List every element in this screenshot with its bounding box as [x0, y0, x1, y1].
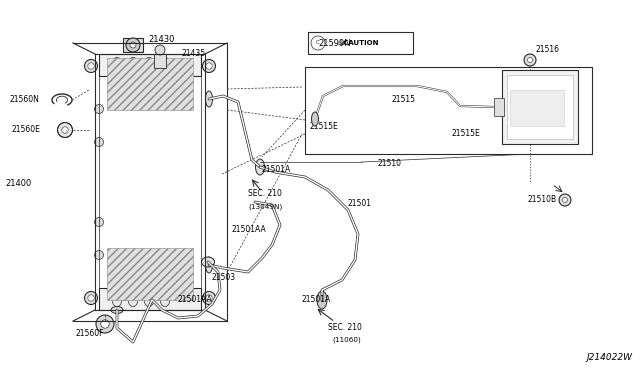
- Circle shape: [101, 320, 109, 328]
- Ellipse shape: [112, 291, 122, 307]
- Bar: [107, 58, 193, 110]
- Text: 21510: 21510: [378, 160, 402, 169]
- Text: 21516: 21516: [535, 45, 559, 55]
- Circle shape: [527, 58, 532, 62]
- Circle shape: [311, 36, 325, 50]
- Ellipse shape: [112, 57, 122, 73]
- Text: 21510B: 21510B: [528, 196, 557, 205]
- Circle shape: [95, 250, 104, 260]
- Bar: [123, 38, 143, 52]
- Text: 21430: 21430: [149, 35, 175, 45]
- Circle shape: [206, 63, 212, 69]
- Bar: [305, 67, 592, 154]
- Text: 21560E: 21560E: [12, 125, 41, 135]
- Circle shape: [95, 138, 104, 147]
- Ellipse shape: [160, 291, 170, 307]
- Circle shape: [62, 127, 68, 133]
- Circle shape: [96, 315, 114, 333]
- Text: (11060): (11060): [332, 337, 361, 343]
- Text: 21501A: 21501A: [262, 166, 291, 174]
- Ellipse shape: [144, 57, 154, 73]
- Text: 21501AA: 21501AA: [232, 225, 267, 234]
- Circle shape: [130, 42, 136, 48]
- Text: 21599N: 21599N: [318, 39, 351, 48]
- Text: 21515: 21515: [392, 96, 416, 105]
- Bar: [107, 248, 193, 300]
- Bar: [502, 70, 578, 144]
- Bar: [510, 90, 564, 126]
- Text: 21435: 21435: [182, 49, 206, 58]
- Ellipse shape: [128, 291, 138, 307]
- Text: 21560N: 21560N: [10, 96, 40, 105]
- Bar: [507, 75, 573, 139]
- Circle shape: [126, 38, 140, 52]
- Circle shape: [88, 63, 94, 69]
- Circle shape: [563, 198, 568, 202]
- Circle shape: [155, 45, 165, 55]
- Circle shape: [58, 122, 72, 138]
- Text: SEC. 210: SEC. 210: [248, 189, 282, 199]
- Ellipse shape: [144, 291, 154, 307]
- Text: 21515E: 21515E: [310, 122, 339, 131]
- Circle shape: [559, 194, 571, 206]
- Ellipse shape: [205, 257, 212, 273]
- Ellipse shape: [160, 57, 170, 73]
- Ellipse shape: [202, 257, 214, 267]
- Circle shape: [202, 292, 216, 305]
- Circle shape: [202, 60, 216, 73]
- Circle shape: [95, 105, 104, 113]
- Ellipse shape: [205, 91, 212, 107]
- Ellipse shape: [128, 57, 138, 73]
- Circle shape: [84, 292, 97, 305]
- Circle shape: [524, 54, 536, 66]
- Ellipse shape: [317, 291, 327, 309]
- Text: 21400: 21400: [5, 180, 31, 189]
- Circle shape: [95, 218, 104, 227]
- Text: 21501: 21501: [348, 199, 372, 208]
- Text: 21503: 21503: [212, 273, 236, 282]
- Text: 21560F: 21560F: [75, 330, 104, 339]
- Bar: [154, 54, 166, 68]
- Text: (13049N): (13049N): [248, 204, 282, 210]
- Circle shape: [206, 295, 212, 301]
- Ellipse shape: [111, 307, 123, 314]
- Text: SEC. 210: SEC. 210: [328, 323, 362, 331]
- Text: C: C: [316, 41, 320, 45]
- Bar: [308, 32, 413, 54]
- Circle shape: [88, 295, 94, 301]
- Text: J214022W: J214022W: [586, 353, 632, 362]
- Circle shape: [84, 60, 97, 73]
- Bar: [494, 98, 504, 116]
- Text: 21501A: 21501A: [302, 295, 332, 305]
- Text: 21501AA: 21501AA: [178, 295, 212, 305]
- Text: ⚠CAUTION: ⚠CAUTION: [337, 40, 379, 46]
- Ellipse shape: [255, 159, 264, 175]
- Text: 21515E: 21515E: [452, 129, 481, 138]
- Bar: [99, 288, 201, 310]
- Bar: [99, 54, 201, 76]
- Ellipse shape: [312, 112, 319, 126]
